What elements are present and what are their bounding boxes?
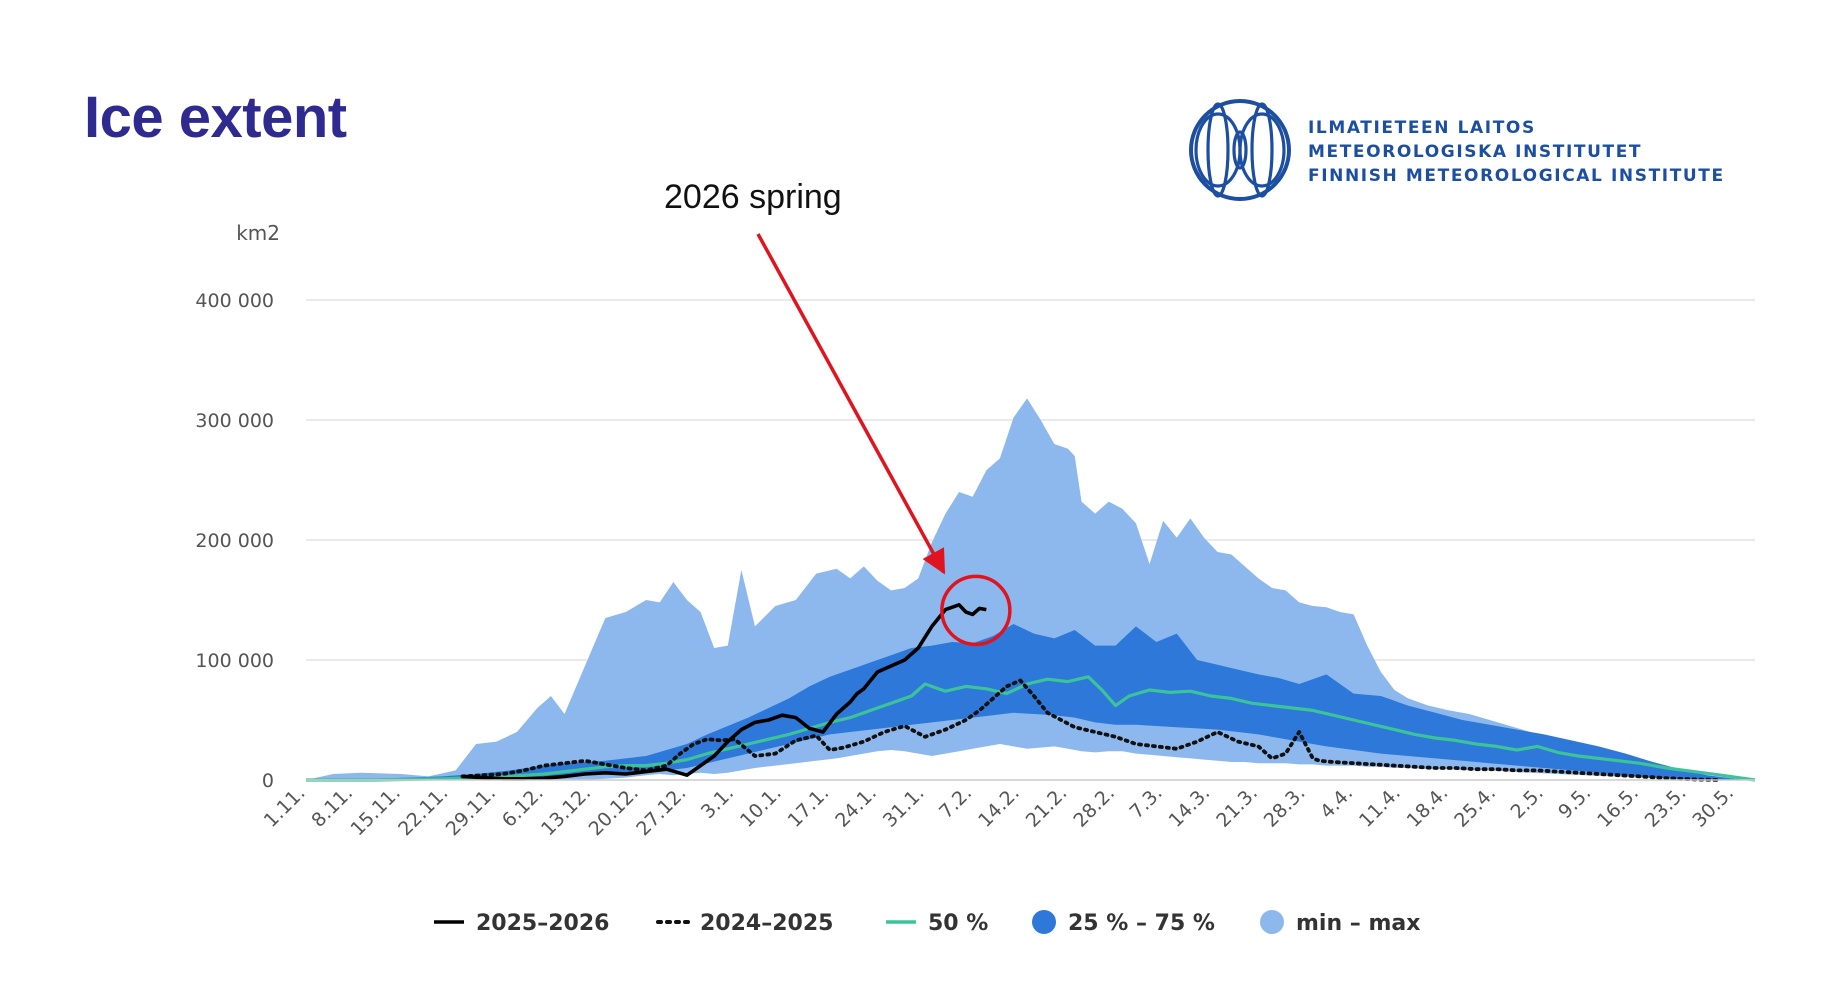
x-tick-label: 13.12.: [537, 782, 595, 840]
logo-line-swedish: METEOROLOGISKA INSTITUTET: [1308, 142, 1643, 162]
x-tick-label: 11.4.: [1355, 782, 1405, 832]
x-axis-ticks: 1.11.8.11.15.11.22.11.29.11.6.12.13.12.2…: [260, 782, 1738, 840]
annotation-circle: [940, 574, 1012, 647]
legend: 2025–2026 2024–2025 50 % 25 % – 75 % min – m…: [434, 910, 1420, 936]
y-tick-label: 0: [262, 770, 274, 792]
x-tick-label: 7.3.: [1125, 782, 1166, 823]
y-axis-unit-label: km2: [236, 221, 280, 245]
annotation-arrow: [756, 233, 946, 575]
y-axis-ticks: 0 100 000 200 000 300 000 400 000: [195, 290, 274, 792]
y-tick-label: 300 000: [195, 410, 274, 432]
x-tick-label: 28.2.: [1069, 782, 1119, 832]
series-2025-2026-line: [462, 602, 987, 781]
x-tick-label: 15.11.: [346, 782, 404, 840]
annotation: 2026 spring: [664, 178, 1012, 647]
annotation-text: 2026 spring: [664, 178, 842, 216]
logo-line-english: FINNISH METEOROLOGICAL INSTITUTE: [1308, 166, 1725, 186]
x-tick-label: 14.3.: [1165, 782, 1215, 832]
x-tick-label: 10.1.: [736, 782, 786, 832]
x-tick-label: 30.5.: [1688, 782, 1738, 832]
x-tick-label: 4.4.: [1316, 782, 1357, 823]
x-tick-label: 21.2.: [1022, 782, 1072, 832]
x-tick-label: 21.3.: [1212, 782, 1262, 832]
series-layer: [306, 398, 1756, 782]
x-tick-label: 24.1.: [831, 782, 881, 832]
x-tick-label: 23.5.: [1641, 782, 1691, 832]
series-25-75-band: [306, 624, 1755, 780]
legend-label: 2025–2026: [476, 911, 609, 936]
x-tick-label: 7.2.: [935, 782, 976, 823]
legend-label: 25 % – 75 %: [1068, 911, 1215, 936]
y-tick-label: 400 000: [195, 290, 274, 312]
legend-swatch-dot: [1260, 910, 1284, 934]
x-tick-label: 17.1.: [784, 782, 834, 832]
x-tick-label: 20.12.: [585, 782, 643, 840]
x-tick-label: 25.4.: [1450, 782, 1500, 832]
x-tick-label: 29.11.: [442, 782, 500, 840]
y-tick-label: 200 000: [195, 530, 274, 552]
series-2024-2025-line: [460, 678, 1723, 782]
legend-swatch-dot: [1032, 910, 1056, 934]
x-tick-label: 9.5.: [1554, 782, 1595, 823]
x-tick-label: 22.11.: [394, 782, 452, 840]
x-tick-label: 31.1.: [879, 782, 929, 832]
x-tick-label: 3.1.: [697, 782, 738, 823]
fmi-logo-text: ILMATIETEEN LAITOS METEOROLOGISKA INSTIT…: [1308, 116, 1725, 188]
legend-label: 2024–2025: [700, 911, 833, 936]
x-tick-label: 18.4.: [1403, 782, 1453, 832]
x-tick-label: 16.5.: [1593, 782, 1643, 832]
x-tick-label: 27.12.: [632, 782, 690, 840]
x-tick-label: 2.5.: [1506, 782, 1547, 823]
x-tick-label: 14.2.: [974, 782, 1024, 832]
y-tick-label: 100 000: [195, 650, 274, 672]
legend-label: 50 %: [928, 911, 988, 936]
series-min-max-band: [306, 398, 1755, 780]
page-title: Ice extent: [84, 85, 347, 150]
logo-line-finnish: ILMATIETEEN LAITOS: [1308, 118, 1536, 138]
x-tick-label: 28.3.: [1260, 782, 1310, 832]
legend-label: min – max: [1296, 911, 1420, 936]
fmi-logo-icon: [1189, 99, 1291, 201]
series-median-line: [306, 675, 1756, 782]
